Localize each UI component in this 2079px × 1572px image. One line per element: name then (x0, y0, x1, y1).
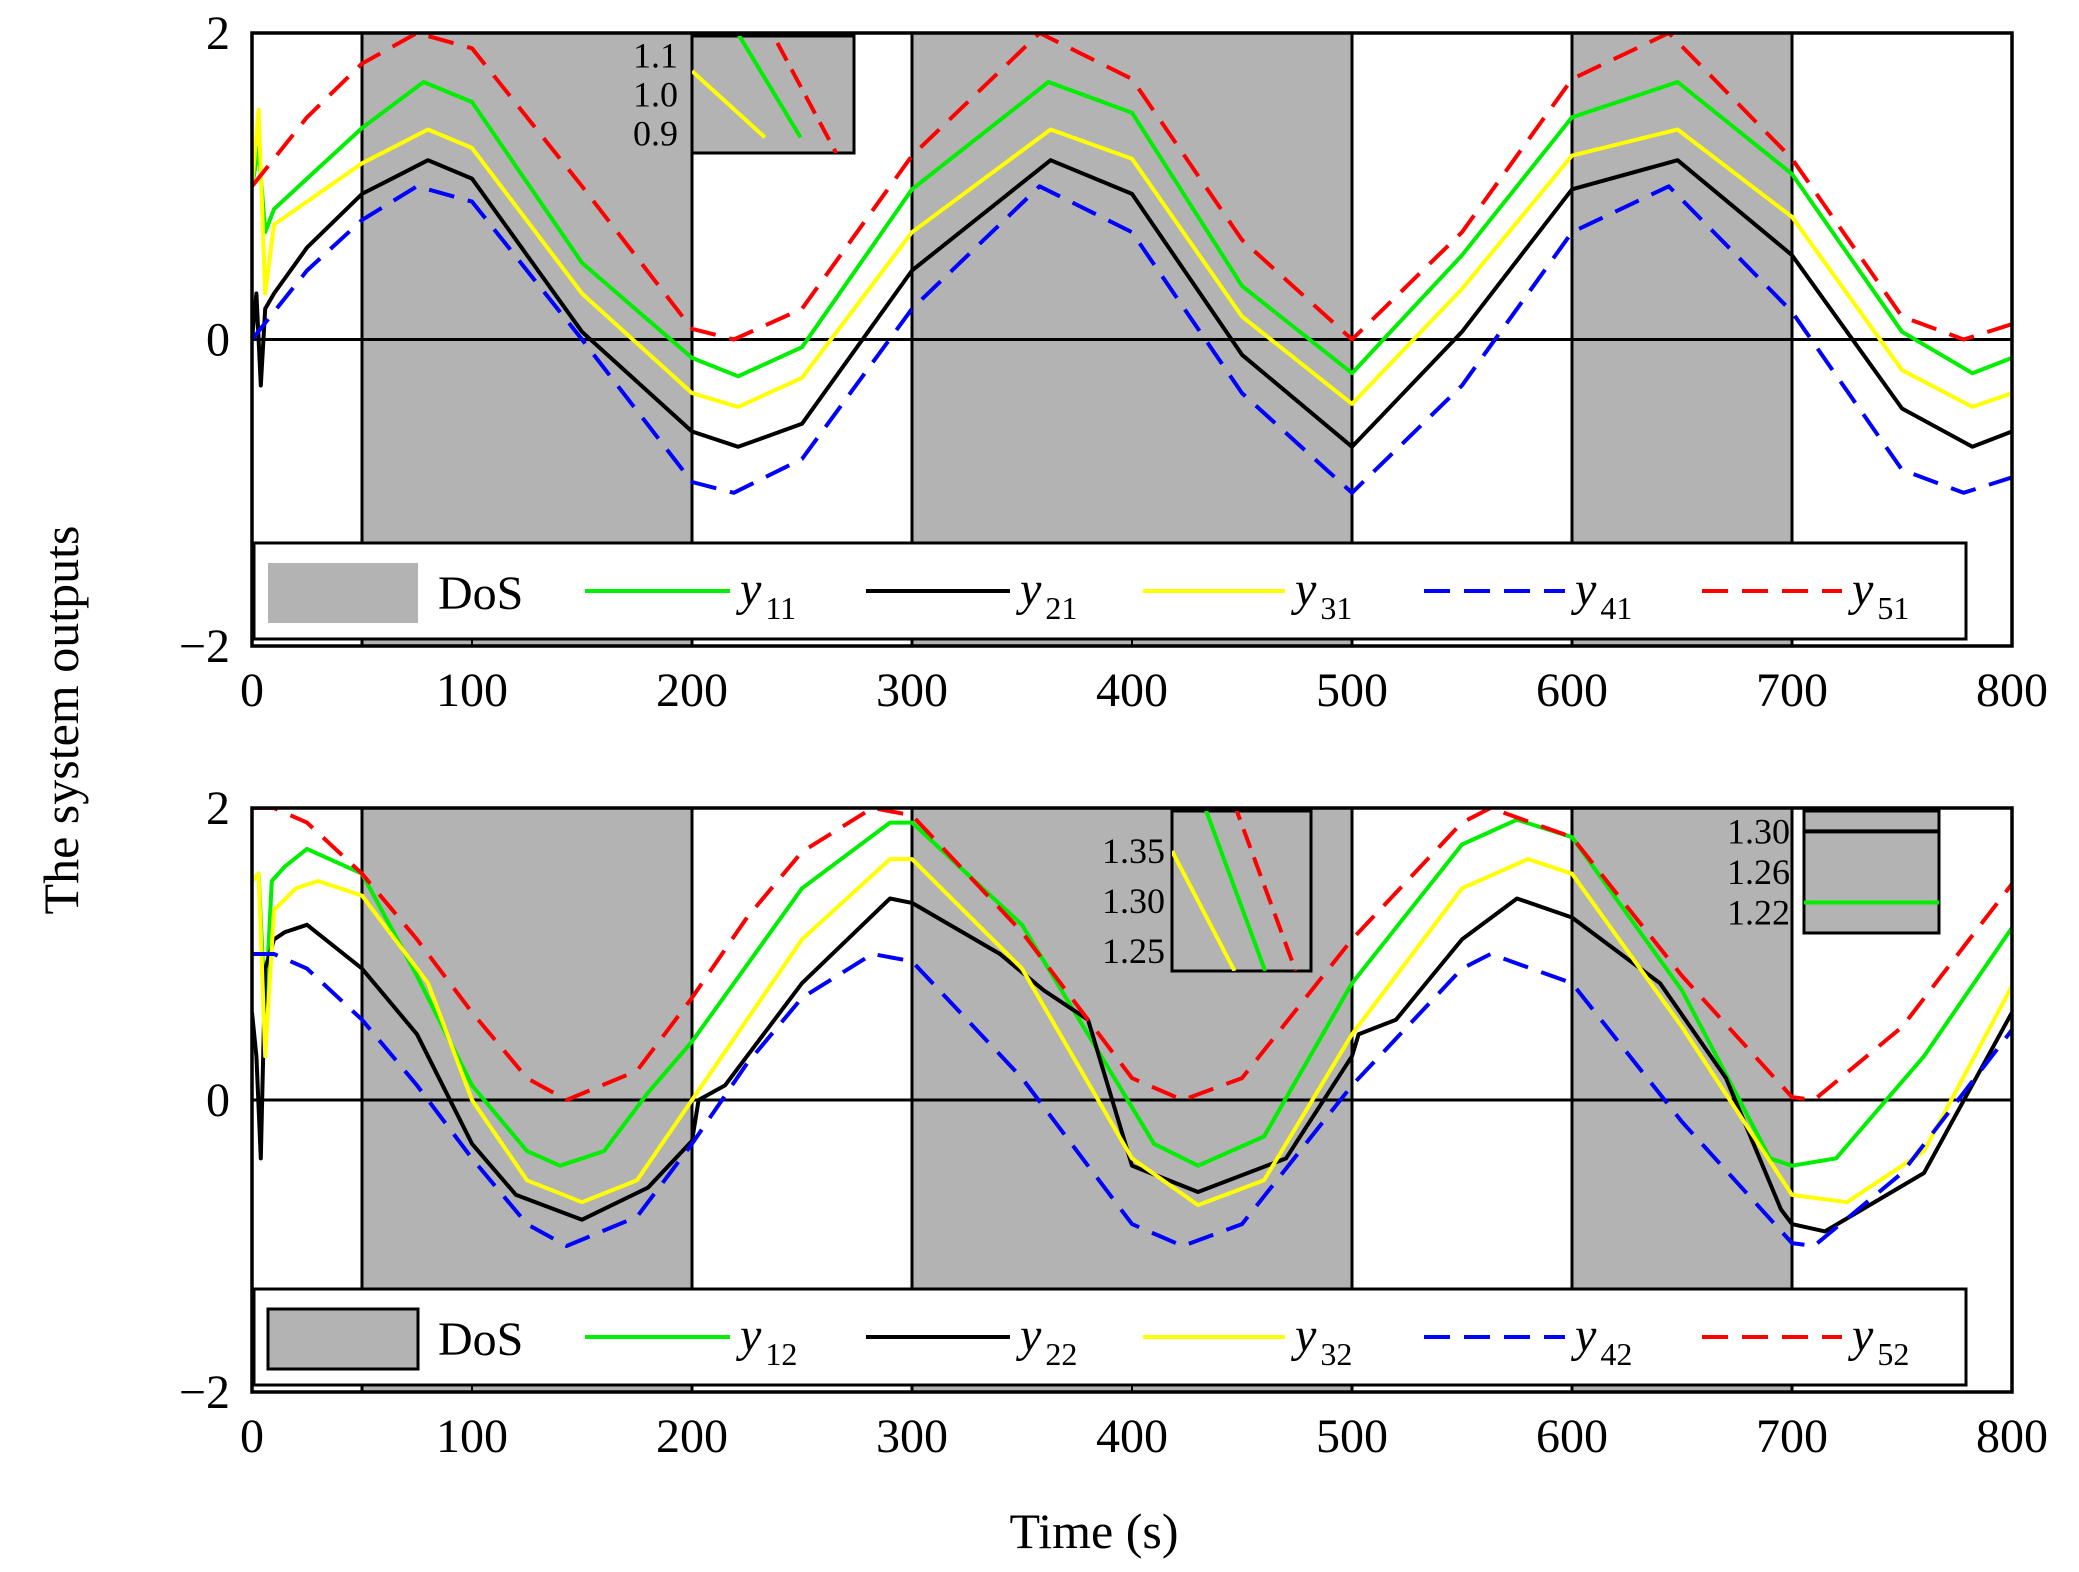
x-tick-label: 200 (656, 664, 728, 717)
x-tick-label: 300 (876, 664, 948, 717)
inset-line-y31 (692, 69, 767, 139)
series-line-y42 (252, 952, 2012, 1248)
x-tick-label: 200 (656, 1410, 728, 1463)
series-line-y41 (252, 184, 2012, 495)
series-line-y51 (252, 33, 2012, 342)
inset-tick-label: 1.35 (1102, 831, 1165, 871)
inset-box (1170, 809, 1313, 973)
x-tick-label: 600 (1536, 1410, 1608, 1463)
series-group (252, 808, 2012, 1248)
x-tick-label: 100 (436, 664, 508, 717)
x-tick-label: 500 (1316, 664, 1388, 717)
series-line-y22 (252, 896, 2012, 1234)
legend-label: DoS (438, 1313, 523, 1366)
inset-tick-label: 0.9 (633, 114, 678, 154)
inset-tick-label: 1.26 (1727, 852, 1790, 892)
legend-label: y 41 (1570, 563, 1632, 626)
x-tick-label: 100 (436, 1410, 508, 1463)
x-tick-label: 0 (240, 1410, 264, 1463)
legend-label: y 21 (1015, 563, 1077, 626)
legend-patch-dos (268, 563, 418, 623)
legend-label: y 52 (1847, 1309, 1909, 1372)
x-tick-label: 400 (1096, 664, 1168, 717)
series-line-y52 (252, 808, 2012, 1102)
y-tick-label: 2 (206, 7, 230, 60)
inset-lines (1804, 829, 1939, 905)
x-tick-label: 800 (1976, 1410, 2048, 1463)
legend-box (252, 1287, 1968, 1387)
y-tick-label: 0 (206, 1074, 230, 1127)
series-group (252, 33, 2012, 495)
x-tick-label: 600 (1536, 664, 1608, 717)
y-tick-label: −2 (179, 1366, 230, 1419)
inset-line-y52 (1234, 811, 1298, 971)
inset-tick-label: 1.0 (633, 75, 678, 115)
inset-line-y12 (1204, 811, 1268, 971)
legend-patch-dos (266, 1307, 420, 1371)
inset-line-y11 (737, 36, 803, 139)
inset-box (1802, 809, 1941, 935)
y-tick-label: 0 (206, 314, 230, 367)
inset-tick-label: 1.30 (1727, 811, 1790, 851)
legend-label: y 42 (1570, 1309, 1632, 1372)
legend-label: y 51 (1847, 563, 1909, 626)
series-line-y32 (252, 857, 2012, 1208)
x-tick-label: 700 (1756, 664, 1828, 717)
legend-label: y 31 (1290, 563, 1352, 626)
series-line-y31 (252, 107, 2012, 409)
legend-label: y 32 (1290, 1309, 1352, 1372)
x-tick-label: 400 (1096, 1410, 1168, 1463)
legend-label: y 11 (735, 563, 796, 626)
inset-line-y51 (771, 36, 838, 153)
x-tick-label: 700 (1756, 1410, 1828, 1463)
series-line-y12 (252, 817, 2012, 1168)
inset-line-y32 (1172, 850, 1237, 971)
inset-lines (1172, 811, 1298, 971)
x-tick-label: 500 (1316, 1410, 1388, 1463)
inset-tick-label: 1.30 (1102, 881, 1165, 921)
inset-tick-label: 1.1 (633, 36, 678, 76)
x-axis-label: Time (s) (1009, 1503, 1178, 1559)
inset-tick-label: 1.25 (1102, 931, 1165, 971)
series-line-y21 (252, 158, 2012, 449)
inset-lines (692, 36, 838, 153)
series-line-y11 (252, 80, 2012, 379)
legend-box (252, 541, 1968, 641)
x-tick-label: 0 (240, 664, 264, 717)
inset-tick-label: 1.22 (1727, 893, 1790, 933)
y-axis-label: The system outputs (33, 526, 89, 915)
legend-label: y 22 (1015, 1309, 1077, 1372)
legend-label: y 12 (735, 1309, 797, 1372)
legend-label: DoS (438, 567, 523, 620)
x-tick-label: 300 (876, 1410, 948, 1463)
y-tick-label: 2 (206, 782, 230, 835)
y-tick-label: −2 (179, 620, 230, 673)
x-tick-label: 800 (1976, 664, 2048, 717)
